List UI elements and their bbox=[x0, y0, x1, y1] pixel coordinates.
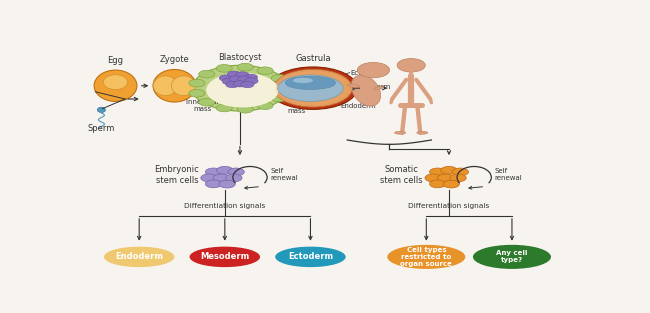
Text: Differentiation signals: Differentiation signals bbox=[408, 203, 489, 209]
Ellipse shape bbox=[285, 76, 335, 90]
Text: Mesoderm: Mesoderm bbox=[200, 252, 250, 261]
Circle shape bbox=[237, 105, 254, 113]
Circle shape bbox=[222, 78, 235, 85]
Circle shape bbox=[226, 174, 242, 182]
Circle shape bbox=[437, 174, 454, 182]
Ellipse shape bbox=[104, 247, 174, 267]
Text: Self
renewal: Self renewal bbox=[270, 168, 298, 182]
Text: Cell types
restricted to
organ source: Cell types restricted to organ source bbox=[400, 247, 452, 267]
Ellipse shape bbox=[275, 247, 346, 267]
Circle shape bbox=[430, 168, 446, 176]
Ellipse shape bbox=[292, 78, 313, 83]
Ellipse shape bbox=[153, 69, 196, 102]
Circle shape bbox=[192, 65, 288, 111]
Circle shape bbox=[244, 74, 257, 80]
Circle shape bbox=[450, 174, 466, 182]
Circle shape bbox=[226, 81, 239, 88]
Text: Inner cell
mass: Inner cell mass bbox=[186, 99, 218, 112]
Ellipse shape bbox=[190, 247, 260, 267]
Text: Gastrula: Gastrula bbox=[295, 54, 331, 63]
Text: Endoderm: Endoderm bbox=[115, 252, 163, 261]
Text: Ectoderm: Ectoderm bbox=[351, 69, 384, 75]
Circle shape bbox=[229, 76, 242, 82]
Circle shape bbox=[228, 168, 244, 176]
Circle shape bbox=[237, 76, 250, 82]
Circle shape bbox=[274, 69, 352, 107]
Circle shape bbox=[205, 180, 222, 188]
Ellipse shape bbox=[347, 84, 359, 87]
Ellipse shape bbox=[374, 86, 383, 90]
Circle shape bbox=[257, 102, 273, 110]
Circle shape bbox=[237, 63, 254, 71]
Circle shape bbox=[271, 74, 287, 82]
Circle shape bbox=[443, 180, 460, 188]
Text: Mesoderm: Mesoderm bbox=[354, 84, 391, 90]
Ellipse shape bbox=[417, 131, 428, 134]
Text: Outer cell
mass: Outer cell mass bbox=[288, 101, 322, 115]
Circle shape bbox=[276, 84, 292, 92]
Text: Differentiation signals: Differentiation signals bbox=[184, 203, 265, 209]
Circle shape bbox=[219, 75, 233, 81]
Circle shape bbox=[257, 67, 273, 74]
Ellipse shape bbox=[172, 76, 196, 96]
Circle shape bbox=[425, 174, 441, 182]
Ellipse shape bbox=[94, 70, 137, 101]
Circle shape bbox=[430, 180, 446, 188]
Ellipse shape bbox=[473, 245, 551, 269]
Ellipse shape bbox=[153, 76, 177, 96]
Circle shape bbox=[452, 168, 469, 176]
Text: Any cell
type?: Any cell type? bbox=[496, 250, 528, 263]
Ellipse shape bbox=[387, 245, 465, 269]
Circle shape bbox=[201, 174, 217, 182]
Text: Endoderm: Endoderm bbox=[341, 103, 376, 109]
Circle shape bbox=[268, 67, 358, 109]
Circle shape bbox=[241, 81, 254, 88]
Ellipse shape bbox=[395, 131, 406, 134]
Circle shape bbox=[227, 71, 240, 77]
Circle shape bbox=[213, 174, 229, 182]
Circle shape bbox=[216, 64, 232, 72]
Circle shape bbox=[271, 94, 287, 102]
Circle shape bbox=[216, 104, 232, 112]
Text: Blastocyst: Blastocyst bbox=[218, 53, 261, 62]
Text: Cavity: Cavity bbox=[273, 94, 294, 100]
Circle shape bbox=[233, 81, 246, 87]
Text: Self
renewal: Self renewal bbox=[494, 168, 522, 182]
Circle shape bbox=[189, 90, 205, 97]
Circle shape bbox=[189, 79, 205, 87]
Circle shape bbox=[441, 167, 457, 174]
Circle shape bbox=[199, 70, 215, 78]
Text: Sperm: Sperm bbox=[88, 124, 115, 133]
Circle shape bbox=[397, 59, 425, 72]
Ellipse shape bbox=[98, 107, 105, 112]
Circle shape bbox=[216, 167, 233, 174]
Ellipse shape bbox=[278, 75, 343, 101]
Circle shape bbox=[205, 168, 222, 176]
Circle shape bbox=[206, 73, 279, 107]
Circle shape bbox=[219, 180, 235, 188]
Circle shape bbox=[236, 72, 249, 78]
Circle shape bbox=[358, 62, 389, 78]
Circle shape bbox=[245, 78, 258, 84]
Text: Somatic
stem cells: Somatic stem cells bbox=[380, 165, 422, 185]
Text: Embryonic
stem cells: Embryonic stem cells bbox=[155, 165, 200, 185]
Ellipse shape bbox=[351, 75, 381, 106]
Text: Egg: Egg bbox=[107, 55, 124, 64]
Text: Zygote: Zygote bbox=[159, 55, 189, 64]
Text: Ectoderm: Ectoderm bbox=[288, 252, 333, 261]
Ellipse shape bbox=[103, 75, 127, 90]
Circle shape bbox=[199, 98, 215, 106]
